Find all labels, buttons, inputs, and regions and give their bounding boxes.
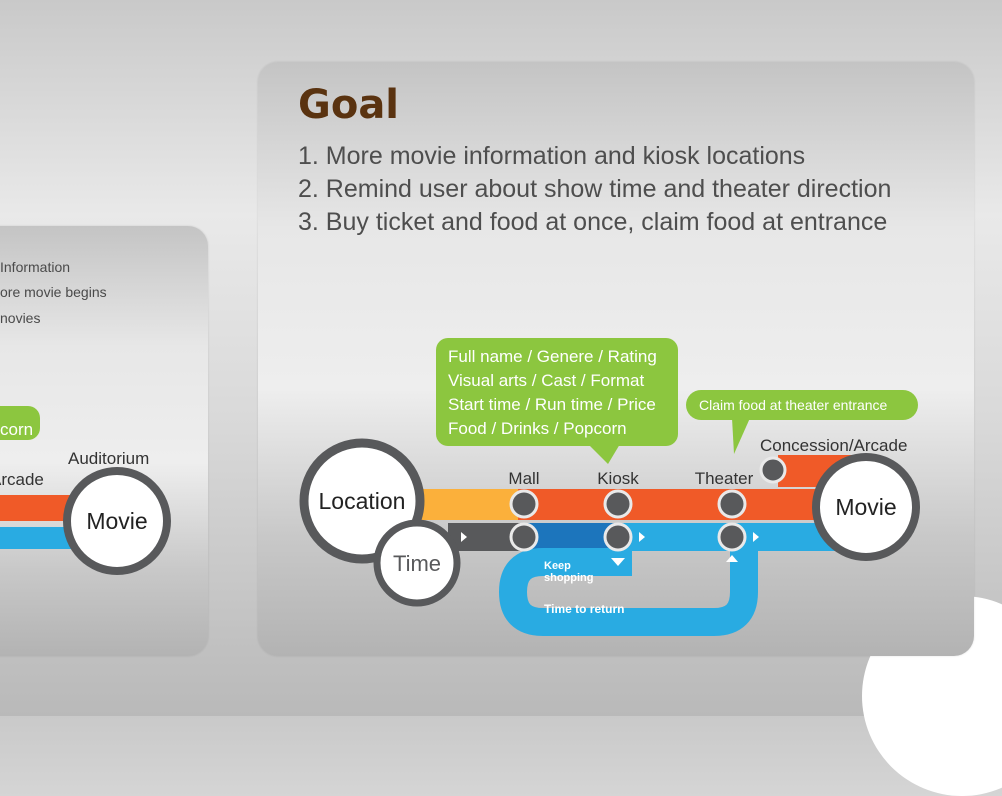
info-bubble [436, 338, 678, 446]
left-route-map: corn Arcade Auditorium Movie [0, 406, 171, 575]
left-bubble-text: corn [0, 420, 33, 439]
previous-slide-panel: Information ore movie begins novies corn… [0, 226, 208, 656]
info-line-food: Food / Drinks / Popcorn [448, 419, 627, 438]
keep-shopping-line-2: shopping [544, 572, 594, 584]
keep-shopping-arrow-icon [611, 558, 625, 566]
left-movie-label: Movie [86, 508, 147, 534]
route-map: Full name / Genere / Rating Visual arts … [299, 338, 920, 636]
goal-panel: Goal 1. More movie information and kiosk… [258, 62, 974, 656]
time-circle [373, 519, 461, 607]
theater-stop-bottom [717, 522, 747, 552]
keep-shopping-line-1: Keep [544, 560, 571, 572]
theater-label: Theater [695, 469, 754, 488]
left-bubble [0, 406, 40, 440]
return-loop [498, 548, 758, 636]
movie-circle [812, 453, 920, 561]
goal-item-3: 3. Buy ticket and food at once, claim fo… [298, 208, 888, 236]
info-line-time: Start time / Run time / Price [448, 395, 656, 414]
yellow-line [418, 489, 526, 520]
blue-arrow-icon-1 [639, 532, 645, 542]
left-arcade-label: Arcade [0, 470, 44, 489]
kiosk-stop-top [603, 489, 633, 519]
kiosk-stop-bottom [603, 522, 633, 552]
info-line-name: Full name / Genere / Rating [448, 347, 657, 366]
theater-stop-top [717, 489, 747, 519]
gray-arrow-icon [461, 532, 467, 542]
info-line-visual: Visual arts / Cast / Format [448, 371, 644, 390]
goal-item-1: 1. More movie information and kiosk loca… [298, 142, 806, 170]
claim-bubble [686, 390, 918, 420]
mall-label: Mall [508, 469, 539, 488]
blue-arrow-icon-2 [753, 532, 759, 542]
time-label: Time [393, 551, 441, 576]
info-line-1: Information [0, 259, 71, 275]
return-arrow-icon [726, 555, 738, 562]
concession-stop [759, 456, 787, 484]
movie-label: Movie [835, 494, 896, 520]
left-auditorium-label: Auditorium [68, 449, 149, 468]
mall-stop-top [509, 489, 539, 519]
goal-title: Goal [298, 82, 400, 128]
location-label: Location [319, 488, 406, 514]
left-movie-circle [63, 467, 171, 575]
info-line-3: novies [0, 310, 41, 326]
claim-bubble-tail [732, 418, 750, 454]
info-bubble-tail [588, 444, 620, 464]
mall-stop-bottom [509, 522, 539, 552]
goal-item-2: 2. Remind user about show time and theat… [298, 175, 892, 203]
goal-list: 1. More movie information and kiosk loca… [298, 140, 891, 239]
kiosk-label: Kiosk [597, 469, 639, 488]
info-line-2: ore movie begins [0, 284, 107, 300]
time-to-return-label: Time to return [544, 602, 624, 616]
concession-label: Concession/Arcade [760, 436, 907, 455]
claim-bubble-text: Claim food at theater entrance [699, 397, 888, 413]
